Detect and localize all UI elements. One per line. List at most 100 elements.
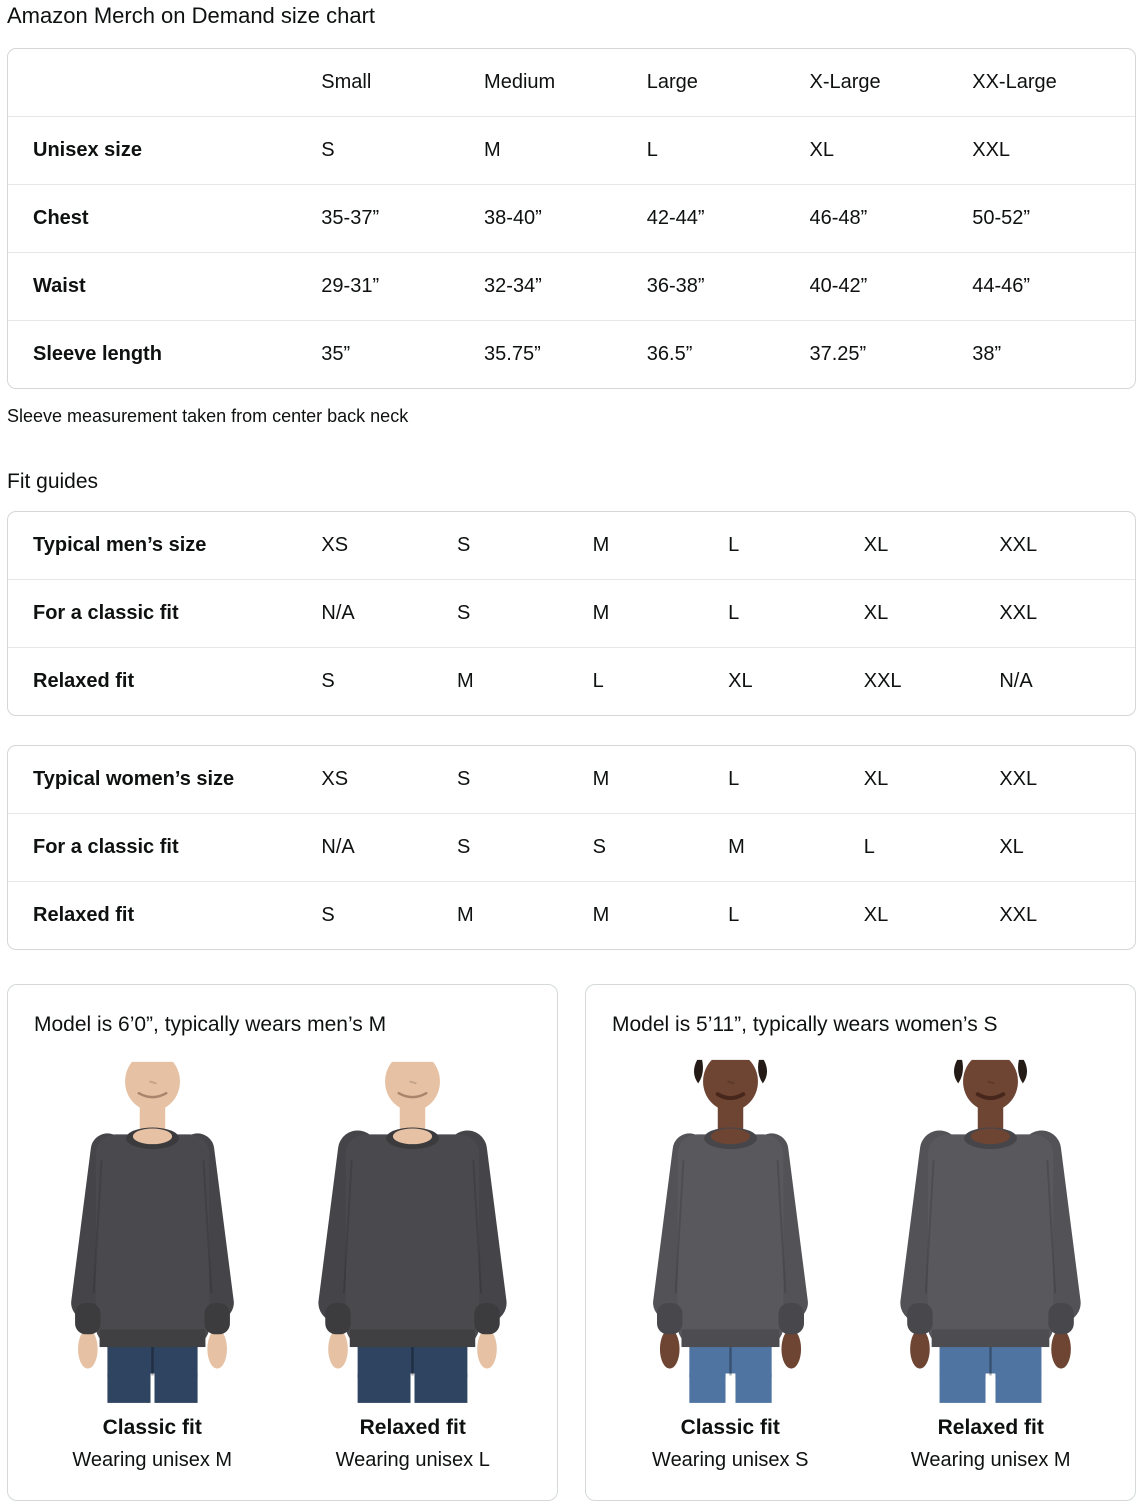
table-cell: N/A — [321, 835, 355, 858]
table-cell: 32-34” — [484, 274, 542, 297]
table-cell: XS — [321, 533, 349, 556]
column-header-small: Small — [321, 70, 372, 93]
table-row-unisex-size: Unisex size S M L XL XXL — [8, 116, 1135, 184]
table-row-typical-womens-size: Typical women’s size XS S M L XL XXL — [8, 746, 1135, 813]
table-cell: M — [592, 601, 610, 624]
table-cell: XL — [728, 669, 753, 692]
model-cards: Model is 6’0”, typically wears men’s M — [7, 983, 1136, 1501]
model-photo-male-classic — [29, 1049, 275, 1404]
table-cell: 36-38” — [646, 274, 705, 297]
table-row-mens-classic-fit: For a classic fit N/A S M L XL XXL — [8, 579, 1135, 647]
table-cell: 42-44” — [646, 206, 705, 229]
size-table: Small Medium Large X-Large XX-Large Unis… — [8, 49, 1135, 388]
table-cell: S — [456, 601, 471, 624]
table-cell: XL — [863, 903, 889, 926]
model-figures: Classic fit Wearing unisex S — [600, 1049, 1121, 1472]
table-cell: S — [321, 669, 335, 692]
page-title: Amazon Merch on Demand size chart — [7, 3, 376, 28]
table-cell: L — [728, 767, 740, 790]
wearing-caption: Wearing unisex S — [652, 1448, 809, 1471]
table-cell: S — [456, 835, 471, 858]
table-cell: XL — [863, 601, 889, 624]
table-row-mens-relaxed-fit: Relaxed fit S M L XL XXL N/A — [8, 647, 1135, 715]
size-table-container: Small Medium Large X-Large XX-Large Unis… — [7, 47, 1136, 389]
table-cell: XS — [321, 767, 349, 790]
table-cell: S — [592, 835, 606, 858]
table-cell: S — [321, 903, 335, 926]
table-cell: 29-31” — [321, 274, 380, 297]
table-cell: XXL — [972, 138, 1011, 161]
table-cell: S — [321, 138, 335, 161]
column-header-x-large: X-Large — [809, 70, 881, 93]
table-cell: L — [728, 601, 740, 624]
row-label: Typical men’s size — [33, 533, 207, 556]
table-cell: 50-52” — [972, 206, 1031, 229]
table-cell: M — [484, 138, 501, 161]
fit-guide-table-women: Typical women’s size XS S M L XL XXL For… — [8, 746, 1135, 949]
model-figure: Classic fit Wearing unisex S — [600, 1049, 861, 1472]
model-photo-female-classic — [607, 1049, 853, 1404]
table-cell: XL — [809, 138, 834, 161]
table-cell: XL — [863, 767, 889, 790]
table-cell: N/A — [321, 601, 355, 624]
table-cell: 35-37” — [321, 206, 380, 229]
model-card-men: Model is 6’0”, typically wears men’s M — [7, 983, 558, 1501]
row-label: For a classic fit — [33, 601, 179, 624]
table-cell: 38-40” — [484, 206, 542, 229]
table-cell: 40-42” — [809, 274, 868, 297]
table-cell: M — [728, 835, 745, 858]
model-figure: Relaxed fit Wearing unisex M — [861, 1049, 1122, 1472]
model-card-title: Model is 5’11”, typically wears women’s … — [612, 1012, 998, 1036]
column-header-xx-large: XX-Large — [972, 70, 1057, 93]
table-cell: XL — [999, 835, 1024, 858]
table-cell: 35.75” — [484, 342, 541, 365]
table-cell: M — [592, 533, 610, 556]
row-label: Typical women’s size — [33, 767, 235, 790]
table-cell: 37.25” — [809, 342, 867, 365]
table-cell: S — [456, 767, 471, 790]
table-cell: L — [728, 903, 740, 926]
row-label: Relaxed fit — [33, 669, 135, 692]
fit-caption: Classic fit — [680, 1415, 780, 1439]
table-cell: 36.5” — [646, 342, 693, 365]
model-photo-male-relaxed — [290, 1049, 536, 1404]
fit-caption: Relaxed fit — [937, 1415, 1044, 1439]
size-table-header-row: Small Medium Large X-Large XX-Large — [8, 49, 1135, 117]
model-figures: Classic fit Wearing unisex M — [22, 1049, 543, 1472]
wearing-caption: Wearing unisex L — [335, 1448, 490, 1471]
column-header-medium: Medium — [484, 70, 556, 93]
table-row-sleeve-length: Sleeve length 35” 35.75” 36.5” 37.25” 38… — [8, 320, 1135, 388]
model-figure: Classic fit Wearing unisex M — [22, 1049, 283, 1472]
wearing-caption: Wearing unisex M — [910, 1448, 1071, 1471]
table-cell: M — [592, 903, 610, 926]
fit-guides-heading: Fit guides — [7, 469, 99, 493]
row-label: Chest — [33, 206, 89, 229]
table-cell: XXL — [999, 767, 1038, 790]
fit-caption: Relaxed fit — [359, 1415, 466, 1439]
table-cell: L — [646, 138, 658, 161]
table-cell: XXL — [999, 903, 1038, 926]
table-cell: XL — [863, 533, 889, 556]
table-cell: M — [592, 767, 610, 790]
fit-guide-table-men: Typical men’s size XS S M L XL XXL For a… — [8, 512, 1135, 715]
fit-caption: Classic fit — [102, 1415, 202, 1439]
model-card-title: Model is 6’0”, typically wears men’s M — [34, 1012, 387, 1036]
table-cell: 44-46” — [972, 274, 1031, 297]
model-photo-female-relaxed — [868, 1049, 1114, 1404]
column-header-large: Large — [646, 70, 698, 93]
table-cell: M — [456, 903, 474, 926]
fit-guide-table-men-container: Typical men’s size XS S M L XL XXL For a… — [7, 510, 1136, 716]
table-cell: L — [863, 835, 875, 858]
fit-guide-table-women-container: Typical women’s size XS S M L XL XXL For… — [7, 744, 1136, 950]
table-cell: 38” — [972, 342, 1002, 365]
corner-cell — [8, 49, 321, 117]
table-cell: L — [728, 533, 740, 556]
model-card-women: Model is 5’11”, typically wears women’s … — [585, 983, 1136, 1501]
row-label: Waist — [33, 274, 86, 297]
row-label: For a classic fit — [33, 835, 179, 858]
row-label: Relaxed fit — [33, 903, 135, 926]
table-row-womens-relaxed-fit: Relaxed fit S M M L XL XXL — [8, 881, 1135, 949]
table-cell: 46-48” — [809, 206, 868, 229]
table-row-womens-classic-fit: For a classic fit N/A S S M L XL — [8, 813, 1135, 881]
